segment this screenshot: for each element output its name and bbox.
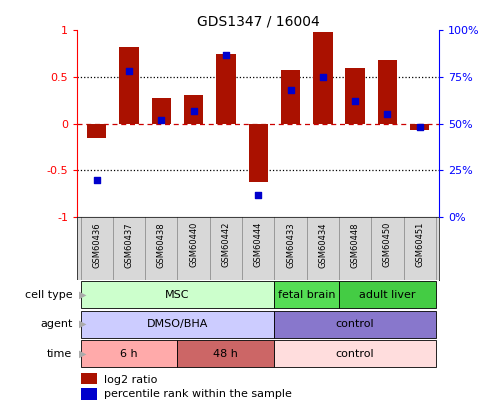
Text: ▶: ▶	[79, 319, 86, 329]
Text: GSM60434: GSM60434	[318, 222, 327, 268]
Text: time: time	[47, 349, 72, 359]
Text: fetal brain: fetal brain	[278, 290, 335, 300]
Bar	[119, 47, 139, 124]
Bar	[274, 311, 436, 338]
Text: 6 h: 6 h	[120, 349, 138, 359]
Bar	[80, 281, 274, 308]
Point	[319, 74, 327, 80]
Bar	[80, 311, 274, 338]
Text: 48 h: 48 h	[214, 349, 239, 359]
Bar	[274, 281, 339, 308]
Bar	[339, 281, 436, 308]
Text: agent: agent	[40, 319, 72, 329]
Text: GSM60450: GSM60450	[383, 222, 392, 267]
Bar	[345, 68, 365, 124]
Text: GSM60442: GSM60442	[222, 222, 231, 267]
Text: MSC: MSC	[165, 290, 190, 300]
Bar	[410, 124, 430, 130]
Bar	[216, 54, 236, 124]
Bar	[81, 388, 97, 399]
Bar	[313, 32, 332, 124]
Text: adult liver: adult liver	[359, 290, 416, 300]
Text: GSM60436: GSM60436	[92, 222, 101, 268]
Bar	[178, 340, 274, 367]
Text: ▶: ▶	[79, 349, 86, 359]
Text: DMSO/BHA: DMSO/BHA	[147, 319, 208, 329]
Point	[157, 117, 165, 123]
Text: GSM60433: GSM60433	[286, 222, 295, 268]
Bar	[87, 124, 106, 138]
Bar	[152, 98, 171, 124]
Point	[254, 192, 262, 198]
Text: control: control	[336, 319, 374, 329]
Point	[93, 177, 101, 183]
Text: GSM60444: GSM60444	[253, 222, 263, 267]
Text: GSM60440: GSM60440	[189, 222, 198, 267]
Text: GSM60451: GSM60451	[415, 222, 424, 267]
Text: control: control	[336, 349, 374, 359]
Text: percentile rank within the sample: percentile rank within the sample	[104, 389, 292, 399]
Text: cell type: cell type	[25, 290, 72, 300]
Point	[383, 111, 391, 117]
Bar	[80, 340, 178, 367]
Text: GDS1347 / 16004: GDS1347 / 16004	[197, 14, 319, 28]
Bar	[81, 373, 97, 384]
Bar	[249, 124, 268, 181]
Bar	[378, 60, 397, 124]
Text: GSM60437: GSM60437	[125, 222, 134, 268]
Point	[190, 107, 198, 114]
Bar	[281, 70, 300, 124]
Text: ▶: ▶	[79, 290, 86, 300]
Point	[351, 98, 359, 104]
Point	[222, 51, 230, 58]
Point	[416, 124, 424, 131]
Point	[286, 87, 294, 94]
Text: GSM60438: GSM60438	[157, 222, 166, 268]
Bar	[274, 340, 436, 367]
Bar	[184, 95, 203, 124]
Text: log2 ratio: log2 ratio	[104, 375, 158, 385]
Point	[125, 68, 133, 75]
Text: GSM60448: GSM60448	[351, 222, 360, 268]
